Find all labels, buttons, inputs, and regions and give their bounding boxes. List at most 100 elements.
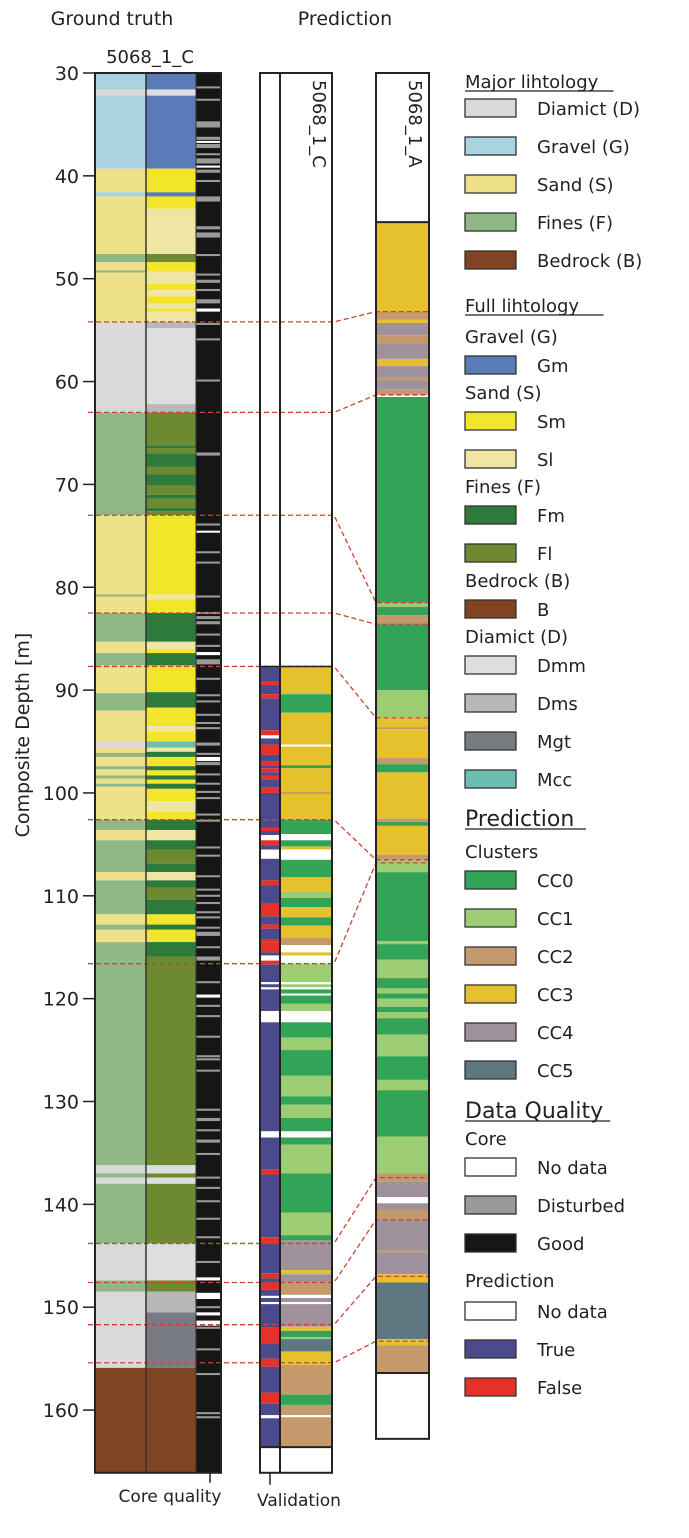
major-lithology-column-segment <box>96 880 146 915</box>
full-lithology-column-segment <box>146 448 196 454</box>
core-quality-column-segment <box>196 742 221 746</box>
prediction-c-column-segment <box>280 982 332 985</box>
axis-label: Composite Depth [m] <box>12 633 34 838</box>
prediction-c-column-segment <box>280 849 332 860</box>
major-lithology-column-segment <box>96 778 146 784</box>
major-lithology-column-segment <box>96 612 146 642</box>
core-quality-column-segment <box>196 196 221 202</box>
full-lithology-column-segment <box>146 404 196 413</box>
full-lithology-column-segment <box>146 863 196 873</box>
validation-column-segment <box>260 1418 280 1448</box>
validation-column-segment <box>260 840 280 846</box>
prediction-a-column-segment <box>377 335 428 344</box>
legend-swatch-fl <box>464 543 517 563</box>
y-tick-label: 60 <box>55 372 79 394</box>
legend-label: Mcc <box>537 770 572 791</box>
prediction-c-column-segment <box>280 937 332 946</box>
core-quality-column-segment <box>196 1108 221 1111</box>
prediction-a-column-segment <box>377 818 428 822</box>
core-quality-column-segment <box>196 659 221 665</box>
core-quality-column-segment <box>196 322 221 325</box>
core-quality-column-segment <box>196 762 221 766</box>
core-quality-column-segment <box>196 338 221 341</box>
validation-column-segment <box>260 1343 280 1359</box>
validation-column-segment <box>260 849 280 859</box>
y-tick-label: 80 <box>55 577 79 599</box>
core-quality-column-segment <box>196 561 221 564</box>
legend-quality-title: Data Quality <box>465 1099 603 1124</box>
prediction-c-column-segment <box>280 1235 332 1241</box>
prediction-c-column-segment <box>280 768 332 792</box>
legend-prediction-title: Prediction <box>465 807 574 832</box>
prediction-a-column-segment <box>377 624 428 691</box>
prediction-a-column-segment <box>377 615 428 625</box>
validation-column-segment <box>260 1403 280 1416</box>
prediction-a-column-segment <box>377 1282 428 1340</box>
validation-column-segment <box>260 681 280 685</box>
pred-a-frame <box>375 72 430 1440</box>
full-lithology-column-segment <box>146 1243 196 1281</box>
core-quality-column-segment <box>196 143 221 149</box>
validation-column-segment <box>260 835 280 841</box>
major-lithology-column-segment <box>96 775 146 779</box>
prediction-c-column-segment <box>280 1117 332 1132</box>
validation-column-segment <box>260 984 280 988</box>
validation-column-segment <box>260 1297 280 1303</box>
core-quality-column-segment <box>196 288 221 292</box>
full-lithology-column-segment <box>146 254 196 263</box>
legend-swatch-g <box>464 136 517 156</box>
full-lithology-column-segment <box>146 89 196 96</box>
legend-label: Dmm <box>537 656 586 677</box>
validation-column-segment <box>260 1282 280 1290</box>
prediction-a-column-segment <box>377 998 428 1007</box>
prediction-a-column-segment <box>377 1209 428 1220</box>
prediction-c-column-segment <box>280 1294 332 1298</box>
core-quality-column-segment <box>196 1326 221 1329</box>
core-quality-column-segment <box>196 1412 221 1415</box>
y-tick-label: 160 <box>43 1400 79 1422</box>
prediction-a-column-segment <box>377 606 428 616</box>
legend-group-label: Sand (S) <box>465 383 541 404</box>
core-quality-column-segment <box>196 179 221 183</box>
full-lithology-column-segment <box>146 511 196 516</box>
validation-column-segment <box>260 858 280 881</box>
legend-label: Fines (F) <box>537 213 613 234</box>
full-lithology-column-segment <box>146 929 196 943</box>
major-lithology-column-segment <box>96 1173 146 1178</box>
core-quality-column-segment <box>196 901 221 905</box>
full-lithology-column-segment <box>146 801 196 812</box>
validation-column-segment <box>260 1131 280 1138</box>
major-lithology-column-segment <box>96 95 146 169</box>
full-lithology-column-segment <box>146 756 196 767</box>
full-lithology-column-segment <box>146 849 196 864</box>
validation-column-segment <box>260 698 280 731</box>
major-lithology-column-segment <box>96 766 146 770</box>
core-quality-column-segment <box>196 994 221 998</box>
full-lithology-column-segment <box>146 770 196 776</box>
validation-column-segment <box>260 744 280 755</box>
core-quality-column-segment <box>196 1004 221 1007</box>
validation-column-segment <box>260 1366 280 1393</box>
full-lithology-column-segment <box>146 751 196 757</box>
core-quality-column-segment <box>196 121 221 128</box>
legend-major-title: Major lihtology <box>465 72 599 93</box>
validation-column-segment <box>260 761 280 766</box>
legend-clusters-label: Clusters <box>465 842 538 863</box>
prediction-c-column-segment <box>280 1137 332 1145</box>
validation-column-segment <box>260 1237 280 1244</box>
full-lithology-column-segment <box>146 872 196 881</box>
legend-label: Gm <box>537 356 568 377</box>
legend-label: CC2 <box>537 947 574 968</box>
full-lithology-column-segment <box>146 1173 196 1178</box>
legend-label: Sl <box>537 450 553 471</box>
y-tick-label: 100 <box>43 783 79 805</box>
legend-swatch-t <box>464 1339 517 1359</box>
major-lithology-column-segment <box>96 515 146 595</box>
core-quality-column-segment <box>196 782 221 785</box>
prediction-c-column-segment <box>280 995 332 1004</box>
prediction-a-column-segment <box>377 944 428 960</box>
full-lithology-column-segment <box>146 1177 196 1184</box>
major-lithology-column <box>96 73 146 1473</box>
validation-label: Validation <box>257 1491 341 1511</box>
legend-swatch-mgt <box>464 731 517 751</box>
